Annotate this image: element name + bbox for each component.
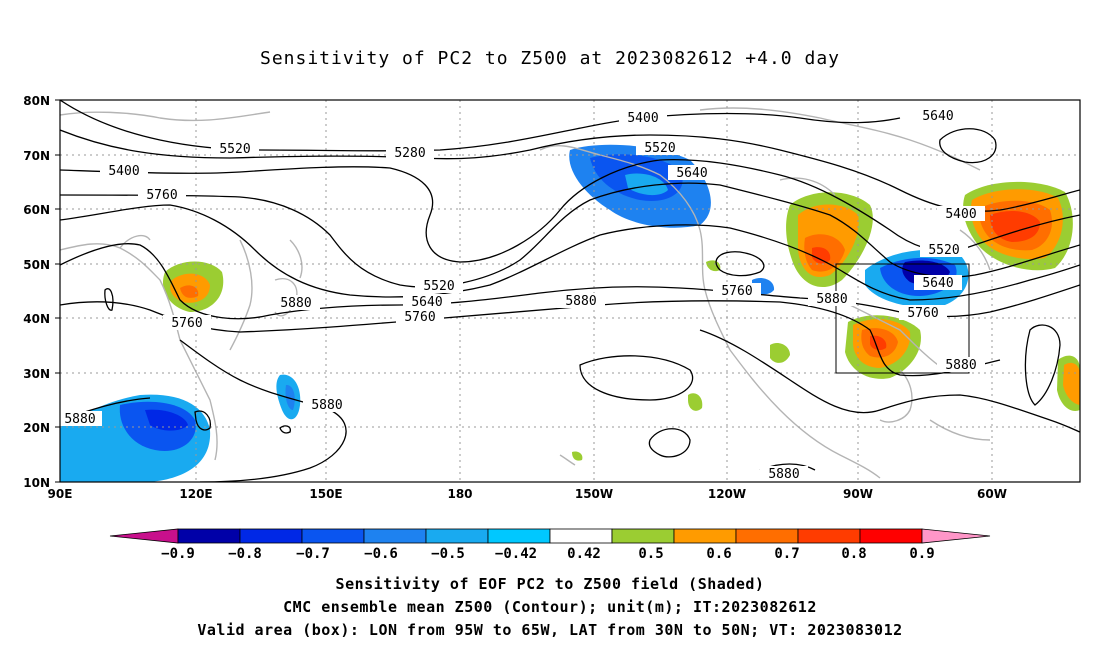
colorbar-tick: 0.7	[774, 546, 799, 562]
contour-label: 5880	[565, 294, 596, 309]
colorbar-high-extension	[921, 528, 991, 544]
contour-label: 5520	[219, 142, 250, 157]
lon-label: 150E	[309, 487, 342, 501]
colorbar-segment	[487, 528, 551, 544]
shaded-regions	[60, 144, 1080, 482]
lat-label: 20N	[23, 421, 50, 435]
colorbar-low-extension	[109, 528, 179, 544]
contour-label: 5400	[627, 111, 658, 126]
lon-label: 120W	[708, 487, 746, 501]
contour-label: 5880	[311, 398, 342, 413]
colorbar-tick: 0.42	[567, 546, 601, 562]
lat-label: 70N	[23, 149, 50, 163]
contour-label: 5640	[922, 109, 953, 124]
colorbar-segment	[797, 528, 861, 544]
map-plot: 5400 5520 5280 5640 5400 5520 5640 5760 …	[60, 100, 1080, 482]
chart-title: Sensitivity of PC2 to Z500 at 2023082612…	[259, 48, 840, 69]
contour-label: 5880	[280, 296, 311, 311]
z500-contours	[60, 100, 1080, 482]
contour-label: 5880	[64, 412, 95, 427]
contour-label: 5760	[721, 284, 752, 299]
map-frame	[59, 99, 1081, 483]
lon-label: 90E	[48, 487, 73, 501]
lon-label: 150W	[575, 487, 613, 501]
colorbar-tick: −0.7	[296, 546, 330, 562]
contour-label: 5520	[423, 279, 454, 294]
colorbar-tick: 0.5	[638, 546, 663, 562]
lon-label: 60W	[977, 487, 1007, 501]
colorbar-tick: −0.9	[161, 546, 195, 562]
colorbar-segment	[673, 528, 737, 544]
colorbar-segment	[859, 528, 923, 544]
lat-label: 80N	[23, 94, 50, 108]
colorbar	[109, 528, 991, 544]
colorbar-segment	[301, 528, 365, 544]
colorbar-segment	[363, 528, 427, 544]
colorbar-tick: −0.8	[228, 546, 262, 562]
colorbar-tick: −0.6	[364, 546, 398, 562]
contour-label: 5760	[907, 306, 938, 321]
coastlines	[60, 107, 991, 479]
caption-line-1: Sensitivity of EOF PC2 to Z500 field (Sh…	[335, 575, 765, 593]
colorbar-segment	[239, 528, 303, 544]
contour-label: 5280	[394, 146, 425, 161]
lat-label: 30N	[23, 367, 50, 381]
contour-label: 5640	[922, 276, 953, 291]
latitude-labels: 80N 70N 60N 50N 40N 30N 20N 10N	[23, 94, 50, 490]
lat-label: 60N	[23, 203, 50, 217]
lon-label: 180	[447, 487, 472, 501]
valid-area-box	[835, 263, 970, 374]
colorbar-ticks: −0.9 −0.8 −0.7 −0.6 −0.5 −0.42 0.42 0.5 …	[161, 546, 935, 562]
contour-label: 5880	[945, 358, 976, 373]
colorbar-tick: 0.8	[841, 546, 866, 562]
colorbar-segment	[735, 528, 799, 544]
lon-label: 90W	[843, 487, 873, 501]
contour-label: 5760	[404, 310, 435, 325]
lon-label: 120E	[179, 487, 212, 501]
colorbar-segment	[611, 528, 675, 544]
contour-label: 5640	[676, 166, 707, 181]
contour-label: 5400	[108, 164, 139, 179]
contour-label: 5760	[171, 316, 202, 331]
caption-line-3: Valid area (box): LON from 95W to 65W, L…	[197, 621, 903, 639]
latitude-ticks	[55, 99, 60, 483]
contour-label: 5640	[411, 295, 442, 310]
colorbar-segment	[549, 528, 613, 544]
lat-label: 40N	[23, 312, 50, 326]
contour-label: 5880	[768, 467, 799, 482]
contour-label: 5880	[816, 292, 847, 307]
colorbar-tick: −0.5	[431, 546, 465, 562]
contour-label: 5400	[945, 207, 976, 222]
lat-label: 50N	[23, 258, 50, 272]
contour-label: 5760	[146, 188, 177, 203]
longitude-labels: 90E 120E 150E 180 150W 120W 90W 60W	[48, 487, 1007, 501]
lat-label: 10N	[23, 476, 50, 490]
caption-line-2: CMC ensemble mean Z500 (Contour); unit(m…	[283, 598, 817, 616]
colorbar-tick: −0.42	[495, 546, 537, 562]
contour-label: 5520	[644, 141, 675, 156]
contour-label: 5520	[928, 243, 959, 258]
colorbar-tick: 0.6	[706, 546, 731, 562]
colorbar-tick: 0.9	[909, 546, 934, 562]
contour-labels: 5400 5520 5280 5640 5400 5520 5640 5760 …	[60, 108, 985, 482]
colorbar-segment	[177, 528, 241, 544]
colorbar-segment	[425, 528, 489, 544]
